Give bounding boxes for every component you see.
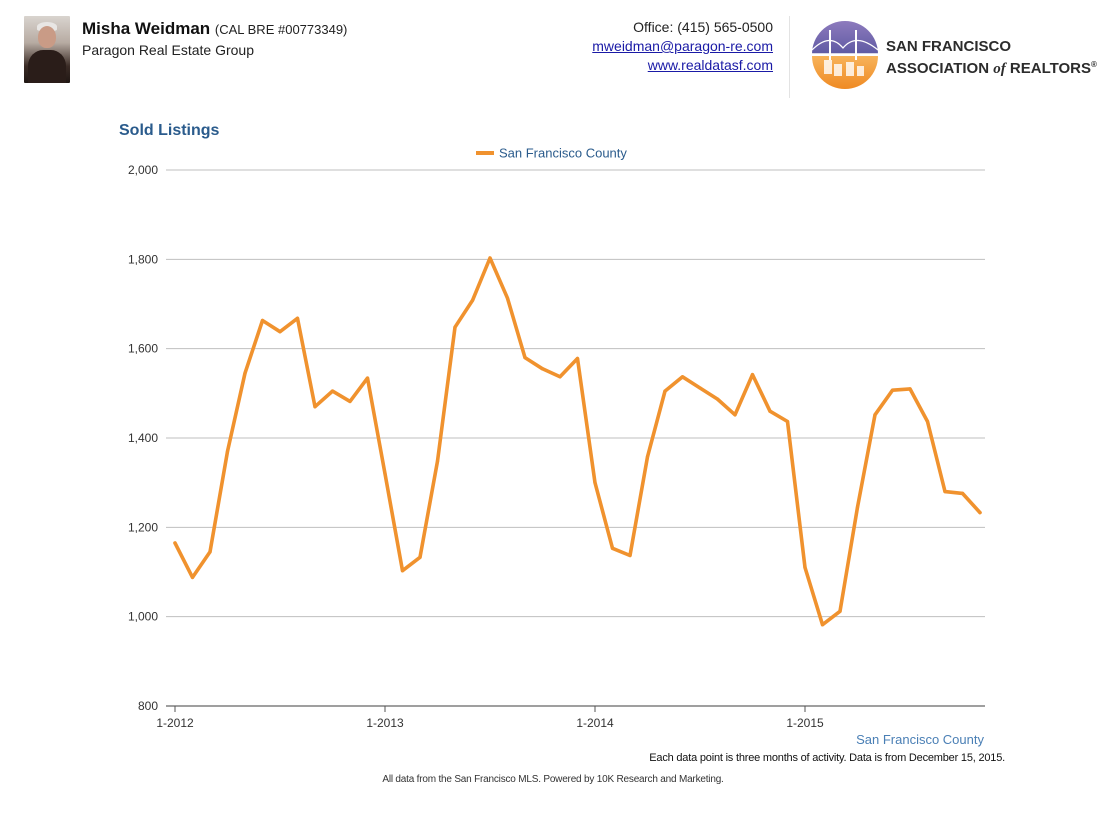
data-point xyxy=(785,419,790,424)
data-point xyxy=(663,389,667,393)
y-tick-label: 800 xyxy=(138,699,158,713)
association-logo: SAN FRANCISCO ASSOCIATION of REALTORS® xyxy=(810,20,1100,90)
x-tick-label: 1-2013 xyxy=(366,716,404,730)
chart-legend: San Francisco County xyxy=(476,146,627,161)
contact-block: Office: (415) 565-0500 mweidman@paragon-… xyxy=(592,18,773,75)
data-point xyxy=(435,459,440,463)
logo-line2: ASSOCIATION of REALTORS® xyxy=(886,60,1097,77)
website-link[interactable]: www.realdatasf.com xyxy=(647,57,773,73)
agent-avatar xyxy=(24,16,70,83)
office-phone: Office: (415) 565-0500 xyxy=(633,19,773,35)
data-point xyxy=(978,510,982,515)
data-point xyxy=(680,375,685,379)
data-point xyxy=(470,298,475,303)
data-point xyxy=(400,569,405,573)
data-point xyxy=(208,550,212,554)
data-point xyxy=(418,555,422,559)
x-axis-ticks: 1-2012 1-2013 1-2014 1-2015 xyxy=(156,706,824,730)
data-point xyxy=(190,575,195,579)
y-tick-label: 2,000 xyxy=(128,163,158,177)
y-tick-label: 1,200 xyxy=(128,520,158,534)
association-name: SAN FRANCISCO ASSOCIATION of REALTORS® xyxy=(886,38,1097,78)
data-point xyxy=(610,546,615,550)
series-group xyxy=(173,256,982,627)
header-divider xyxy=(789,16,790,98)
county-label: San Francisco County xyxy=(856,732,984,747)
data-point xyxy=(295,316,300,320)
y-tick-label: 1,800 xyxy=(128,252,158,266)
email-link[interactable]: mweidman@paragon-re.com xyxy=(592,38,773,54)
agent-company: Paragon Real Estate Group xyxy=(82,42,254,58)
y-tick-label: 1,000 xyxy=(128,610,158,624)
data-point xyxy=(348,399,352,403)
data-point xyxy=(768,409,772,413)
data-point xyxy=(505,296,510,300)
x-tick-label: 1-2014 xyxy=(576,716,614,730)
data-point xyxy=(890,388,895,392)
data-point xyxy=(330,389,335,393)
data-point xyxy=(855,505,860,509)
data-point xyxy=(523,356,527,360)
chart-title: Sold Listings xyxy=(119,122,220,139)
data-point xyxy=(698,386,702,390)
data-point xyxy=(960,491,965,495)
data-point xyxy=(540,367,545,371)
legend-label: San Francisco County xyxy=(499,146,627,161)
agent-name-text: Misha Weidman xyxy=(82,19,211,38)
data-point xyxy=(558,375,562,379)
x-tick-label: 1-2012 xyxy=(156,716,194,730)
data-point xyxy=(575,356,580,361)
data-point xyxy=(173,541,177,545)
footnote-source: All data from the San Francisco MLS. Pow… xyxy=(382,774,724,785)
data-point xyxy=(628,553,632,558)
data-point xyxy=(260,318,265,323)
data-point xyxy=(243,371,247,375)
y-tick-label: 1,400 xyxy=(128,431,158,445)
y-tick-label: 1,600 xyxy=(128,342,158,356)
sold-listings-chart: 800 1,000 1,200 1,400 1,600 1,800 2,000 1-2012… xyxy=(128,146,985,730)
data-point xyxy=(873,413,877,417)
data-point xyxy=(820,623,825,627)
golden-gate-bridge-logo-icon xyxy=(811,21,879,89)
data-point xyxy=(750,372,755,377)
data-point xyxy=(593,481,597,485)
footnote-data-note: Each data point is three months of activ… xyxy=(649,752,1005,764)
grid-lines xyxy=(166,169,985,707)
logo-line1: SAN FRANCISCO xyxy=(886,38,1012,55)
data-point xyxy=(453,325,457,329)
x-tick-label: 1-2015 xyxy=(786,716,824,730)
data-point xyxy=(225,449,230,453)
data-point xyxy=(278,330,282,334)
agent-license: (CAL BRE #00773349) xyxy=(214,22,348,37)
series-line-san-francisco-county xyxy=(173,256,982,627)
data-point xyxy=(925,419,930,424)
data-point xyxy=(715,397,720,401)
data-point xyxy=(838,609,842,613)
data-point xyxy=(733,413,737,417)
y-axis-ticks: 800 1,000 1,200 1,400 1,600 1,800 2,000 xyxy=(128,163,158,713)
data-point xyxy=(645,455,650,459)
data-point xyxy=(908,387,912,391)
data-point xyxy=(383,472,387,476)
data-point xyxy=(365,376,370,380)
data-point xyxy=(313,405,317,409)
data-point xyxy=(943,490,947,494)
data-point xyxy=(488,256,492,260)
agent-name: Misha Weidman (CAL BRE #00773349) xyxy=(82,19,347,39)
page-header: Misha Weidman (CAL BRE #00773349) Parago… xyxy=(0,0,1106,105)
data-point xyxy=(803,565,807,570)
